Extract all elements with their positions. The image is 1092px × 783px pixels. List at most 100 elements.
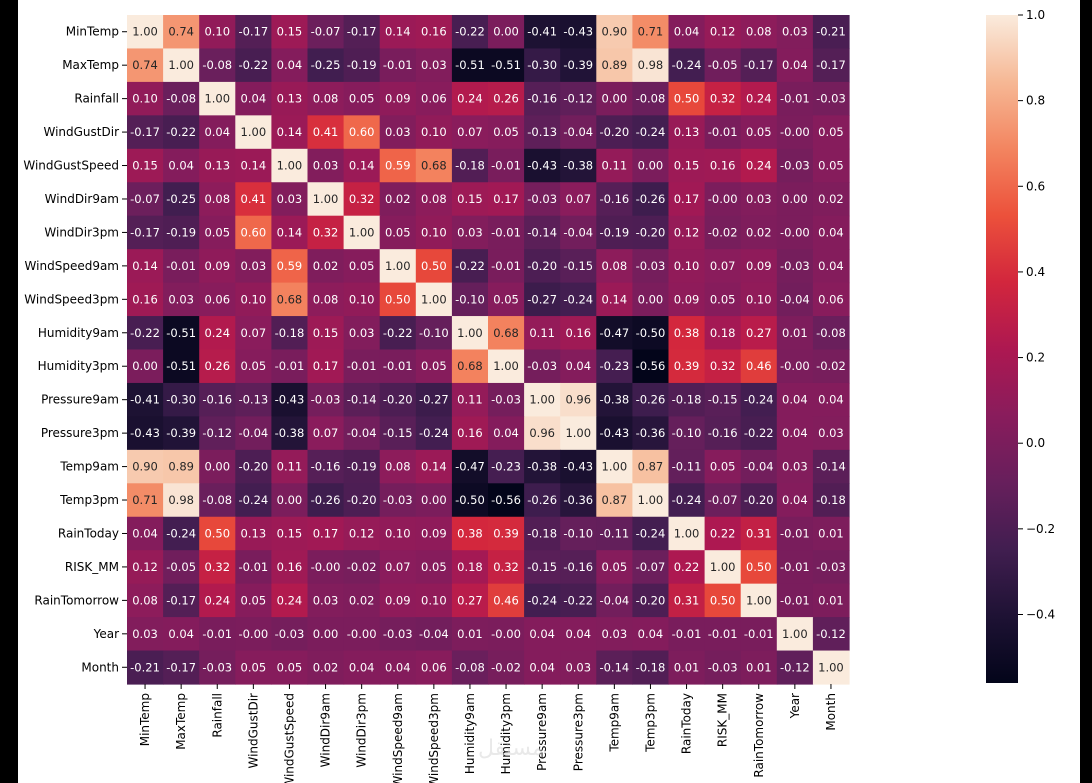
cell-value-label: 0.03: [385, 125, 411, 139]
heatmap-cell: [343, 316, 381, 351]
cell-value-label: 0.98: [638, 58, 664, 72]
cell-value-label: -0.00: [238, 627, 268, 641]
heatmap-cell: [524, 617, 561, 652]
heatmap-cell: [379, 483, 417, 518]
cell-value-label: -0.05: [708, 58, 738, 72]
heatmap-cell: [488, 115, 525, 150]
cell-value-label: 0.16: [457, 426, 483, 440]
heatmap-cell: [812, 382, 850, 417]
heatmap-cell: [596, 15, 633, 50]
cell-value-label: -0.43: [563, 460, 593, 474]
cell-value-label: -0.01: [780, 526, 810, 540]
heatmap-cell: [488, 483, 525, 518]
cell-value-label: 0.98: [168, 493, 194, 507]
cell-value-label: -0.03: [708, 660, 738, 674]
cell-value-label: -0.24: [636, 526, 666, 540]
heatmap-cell: [199, 316, 236, 351]
cell-value-label: 0.09: [204, 259, 230, 273]
heatmap-cell: [776, 483, 814, 518]
cell-value-label: -0.15: [708, 393, 738, 407]
heatmap-cell: [488, 449, 525, 484]
cell-value-label: 0.03: [132, 627, 158, 641]
cell-value-label: -0.38: [599, 393, 629, 407]
cell-value-label: 0.02: [746, 225, 772, 239]
y-tick-label: WindGustDir: [43, 125, 119, 139]
heatmap-cell: [415, 516, 453, 551]
heatmap-cell: [704, 583, 742, 618]
cell-value-label: 0.14: [132, 259, 158, 273]
colorbar-tick-label: −0.2: [1026, 522, 1055, 536]
cell-value-label: -0.22: [166, 125, 196, 139]
colorbar-tick-label: 0.6: [1026, 179, 1045, 193]
heatmap-cell: [271, 316, 309, 351]
heatmap-cell: [163, 382, 200, 417]
heatmap-cell: [596, 583, 633, 618]
heatmap-cell: [524, 316, 561, 351]
heatmap-cell: [271, 349, 309, 384]
heatmap-cell: [307, 148, 345, 183]
cell-value-label: 0.10: [241, 292, 267, 306]
cell-value-label: 0.68: [277, 292, 303, 306]
cell-value-label: 0.06: [421, 660, 447, 674]
cell-value-label: 0.04: [349, 660, 375, 674]
cell-value-label: -0.03: [636, 259, 666, 273]
x-tick-label: MinTemp: [138, 693, 152, 746]
heatmap-cell: [776, 115, 814, 150]
cell-value-label: 0.04: [818, 259, 844, 273]
cell-value-label: -0.11: [672, 460, 702, 474]
heatmap-cell: [488, 48, 525, 83]
cell-value-label: -0.41: [130, 393, 160, 407]
cell-value-label: 0.00: [277, 493, 303, 507]
cell-value-label: -0.03: [311, 393, 341, 407]
cell-value-label: -0.51: [166, 326, 196, 340]
heatmap-cell: [343, 15, 381, 50]
heatmap-cell: [668, 516, 706, 551]
heatmap-cell: [668, 550, 706, 585]
cell-value-label: 0.04: [168, 627, 194, 641]
cell-value-label: 0.17: [674, 192, 700, 206]
cell-value-label: 0.14: [602, 292, 628, 306]
heatmap-cell: [704, 650, 742, 685]
cell-value-label: -0.14: [816, 460, 846, 474]
y-tick-label: Pressure3pm: [41, 426, 119, 440]
cell-value-label: 0.00: [132, 359, 158, 373]
cell-value-label: -0.17: [238, 25, 268, 39]
cell-value-label: -0.43: [599, 426, 629, 440]
heatmap-cell: [163, 15, 200, 50]
heatmap-cell: [379, 148, 417, 183]
heatmap-cell: [415, 115, 453, 150]
heatmap-cell: [704, 349, 742, 384]
heatmap-cell: [596, 483, 633, 518]
cell-value-label: -0.15: [527, 560, 557, 574]
heatmap-cell: [379, 282, 417, 317]
heatmap-cell: [812, 550, 850, 585]
heatmap-cell: [740, 48, 778, 83]
x-tick-label: Rainfall: [210, 693, 224, 738]
cell-value-label: -0.38: [275, 426, 305, 440]
heatmap-cell: [812, 249, 850, 284]
heatmap-cell: [307, 215, 345, 250]
cell-value-label: 0.12: [349, 526, 375, 540]
heatmap-cell: [415, 550, 453, 585]
cell-value-label: -0.20: [347, 493, 377, 507]
heatmap-cell: [415, 416, 453, 451]
heatmap-cell: [343, 81, 381, 116]
heatmap-cell: [235, 282, 272, 317]
heatmap-cell: [704, 115, 742, 150]
cell-value-label: 0.02: [818, 192, 844, 206]
cell-value-label: 0.08: [421, 192, 447, 206]
x-tick-label: Humidity9am: [463, 693, 477, 774]
cell-value-label: -0.18: [275, 326, 305, 340]
heatmap-cell: [740, 282, 778, 317]
heatmap-cell: [632, 215, 670, 250]
heatmap-cell: [596, 249, 633, 284]
cell-value-label: 0.03: [421, 58, 447, 72]
cell-value-label: 1.00: [204, 92, 230, 106]
cell-value-label: -0.01: [275, 359, 305, 373]
cell-value-label: -0.14: [527, 225, 557, 239]
cell-value-label: 0.05: [421, 560, 447, 574]
heatmap-cell: [235, 382, 272, 417]
cell-value-label: 0.01: [818, 593, 844, 607]
heatmap-cell: [524, 249, 561, 284]
cell-value-label: 0.01: [457, 627, 483, 641]
